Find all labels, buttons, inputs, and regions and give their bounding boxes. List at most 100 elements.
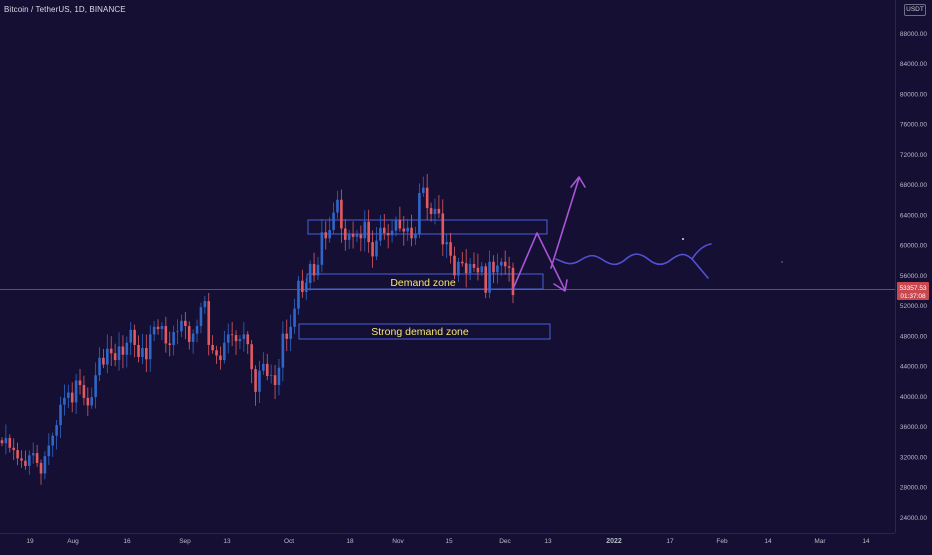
time-axis[interactable]: 19 Aug 16 Sep 13 Oct 18 Nov 15 Dec 13 2022 17 Feb 14 Ma… <box>26 538 870 545</box>
candle-body <box>340 199 343 229</box>
candle-body <box>480 266 484 273</box>
candle-body <box>187 326 191 342</box>
candle-body <box>70 392 74 403</box>
candle-body <box>106 348 109 365</box>
projection-up-line <box>550 177 580 269</box>
demand-zone-box[interactable] <box>306 273 544 290</box>
candle-body <box>184 320 187 327</box>
candle-body <box>4 437 8 444</box>
candle-body <box>148 334 152 360</box>
projection-drawing[interactable] <box>512 176 586 292</box>
candle-body <box>418 192 421 234</box>
candle-body <box>20 458 23 461</box>
candle-body <box>386 233 390 236</box>
candle-body <box>281 333 285 368</box>
candle-body <box>156 326 160 330</box>
time-tick-label: Nov <box>392 538 404 545</box>
candle-body <box>324 232 328 239</box>
candle-body <box>133 329 136 345</box>
last-price-value: 53357.53 <box>899 285 926 292</box>
time-tick-label: 13 <box>223 538 231 545</box>
candle-body <box>507 266 511 268</box>
candle-body <box>226 334 230 343</box>
candlestick-series <box>0 173 515 485</box>
candle-body <box>406 227 409 232</box>
candle-body <box>39 462 43 474</box>
candle-body <box>304 282 308 293</box>
candle-body <box>343 228 347 240</box>
candle-body <box>90 397 94 406</box>
candle-body <box>390 230 394 236</box>
candle-body <box>355 234 359 237</box>
candle-body <box>82 385 86 398</box>
candle-body <box>301 280 304 293</box>
candle-body <box>145 347 148 360</box>
candle-body <box>152 326 156 335</box>
time-tick-label: Sep <box>179 538 191 545</box>
price-tick-label: 52000.00 <box>900 303 927 310</box>
candle-body <box>63 397 66 405</box>
candle-body <box>219 355 222 361</box>
strong-demand-zone-box[interactable] <box>298 323 551 340</box>
candle-body <box>472 264 476 268</box>
candle-body <box>129 329 133 343</box>
candle-body <box>51 435 55 446</box>
price-tick-label: 24000.00 <box>900 515 927 522</box>
drawing-dot <box>682 238 684 240</box>
candle-body <box>336 199 339 213</box>
candle-body <box>0 440 4 444</box>
candle-body <box>203 301 207 308</box>
candle-body <box>437 208 441 214</box>
candle-body <box>328 230 331 239</box>
candle-body <box>262 363 265 371</box>
candle-body <box>394 220 398 231</box>
candle-body <box>269 375 273 376</box>
candle-body <box>265 363 269 376</box>
time-tick-label: Oct <box>284 538 294 545</box>
candle-body <box>98 357 101 376</box>
candle-body <box>484 266 487 293</box>
candle-body <box>316 264 320 276</box>
price-tick-label: 60000.00 <box>900 243 927 250</box>
candle-body <box>468 264 472 274</box>
price-tick-label: 28000.00 <box>900 485 927 492</box>
sideways-wave[interactable] <box>555 243 712 279</box>
price-axis[interactable]: 88000.00 84000.00 80000.00 76000.00 72000.00… <box>900 31 927 522</box>
candle-body <box>293 308 296 327</box>
candle-body <box>59 404 62 426</box>
time-tick-label: 2022 <box>606 538 622 545</box>
price-tick-label: 84000.00 <box>900 61 927 68</box>
candle-body <box>367 221 370 243</box>
price-tick-label: 40000.00 <box>900 394 927 401</box>
price-tick-label: 76000.00 <box>900 122 927 129</box>
candle-body <box>496 265 499 273</box>
upper-zone-box[interactable] <box>307 219 548 235</box>
drawing-dot-small <box>781 261 783 263</box>
candle-body <box>375 240 378 257</box>
candle-body <box>199 307 203 327</box>
candle-body <box>332 212 335 230</box>
candle-body <box>254 369 257 392</box>
currency-badge[interactable]: USDT <box>904 4 926 16</box>
time-tick-label: 17 <box>666 538 674 545</box>
time-tick-label: Aug <box>67 538 79 545</box>
time-tick-label: 16 <box>123 538 131 545</box>
candle-body <box>433 208 437 215</box>
candle-body <box>172 332 175 345</box>
candle-body <box>180 320 183 332</box>
projection-arrowhead-up <box>570 176 586 188</box>
last-price-countdown: 01:37:08 <box>900 293 926 300</box>
candle-body <box>191 333 195 342</box>
price-tick-label: 88000.00 <box>900 31 927 38</box>
candle-body <box>297 280 300 309</box>
candle-body <box>35 453 39 463</box>
candle-body <box>8 437 12 448</box>
candle-body <box>207 301 211 345</box>
price-tick-label: 64000.00 <box>900 212 927 219</box>
candle-body <box>414 233 417 239</box>
last-price-badge <box>897 282 929 300</box>
time-tick-label: 13 <box>544 538 552 545</box>
candle-body <box>347 233 351 240</box>
